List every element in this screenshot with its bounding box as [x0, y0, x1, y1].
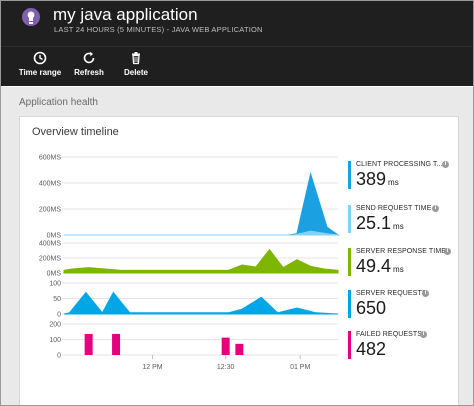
overview-timeline-chart: 600MS400MS200MS0MS400MS200MS0MS100500200…: [39, 155, 340, 371]
metric-color-bar: [348, 248, 351, 276]
refresh-button[interactable]: Refresh: [71, 47, 107, 87]
metric-color-bar: [348, 161, 351, 189]
section-title: Application health: [19, 97, 98, 108]
metric-label: SERVER REQUESTS: [356, 290, 427, 297]
metric-value: 650: [356, 298, 387, 318]
y-tick-label: 100: [49, 337, 61, 344]
x-tick-label: 01 PM: [290, 364, 310, 371]
metric-value: 482: [356, 339, 387, 359]
time-range-button[interactable]: Time range: [17, 47, 63, 87]
x-tick-label: 12:30: [217, 364, 235, 371]
application-health-section: Application health Overview timeline 600…: [1, 87, 473, 405]
refresh-icon: [83, 51, 95, 64]
app-title: my java application: [53, 5, 198, 24]
y-tick-label: 200MS: [39, 207, 62, 214]
metric-label: SEND REQUEST TIME: [356, 205, 432, 212]
time-range-label: Time range: [18, 68, 62, 77]
metric-color-bar: [348, 205, 351, 233]
y-tick-label: 0MS: [47, 233, 62, 240]
series-area: [64, 230, 339, 236]
metric-color-bar: [348, 290, 351, 318]
info-icon: i: [432, 205, 439, 212]
metric-color-bar: [348, 331, 351, 359]
series-area: [63, 248, 339, 274]
metric-value: 389 ms: [356, 169, 399, 189]
y-tick-label: 0: [57, 353, 61, 360]
clock-icon: [33, 51, 47, 65]
y-tick-label: 200: [49, 322, 61, 329]
lightbulb-icon: [22, 8, 40, 26]
metric-label: FAILED REQUESTS: [356, 331, 423, 338]
bar: [221, 337, 230, 355]
series-area: [63, 291, 339, 315]
toolbar: Time range Refresh Delete: [1, 46, 473, 86]
metric-value: 25.1 ms: [356, 213, 404, 233]
metric-label: CLIENT PROCESSING T...: [356, 161, 443, 168]
header: my java application LAST 24 HOURS (5 MIN…: [1, 1, 473, 46]
bar: [235, 343, 244, 355]
trash-icon: [132, 52, 140, 65]
y-tick-label: 0MS: [47, 271, 62, 278]
metric-label: SERVER RESPONSE TIME: [356, 248, 447, 255]
delete-button[interactable]: Delete: [119, 47, 153, 87]
info-icon: i: [442, 161, 449, 168]
y-tick-label: 200MS: [39, 256, 62, 263]
y-tick-label: 400MS: [39, 241, 62, 248]
y-tick-label: 100: [49, 281, 61, 288]
y-tick-label: 50: [53, 296, 61, 303]
app-subtitle: LAST 24 HOURS (5 MINUTES) - JAVA WEB APP…: [54, 25, 263, 34]
y-tick-label: 400MS: [39, 181, 62, 188]
delete-label: Delete: [123, 68, 148, 77]
bar: [112, 333, 121, 355]
info-icon: i: [422, 290, 429, 297]
refresh-label: Refresh: [74, 68, 104, 77]
info-icon: i: [444, 248, 451, 255]
y-tick-label: 0: [57, 312, 61, 319]
x-tick-label: 12 PM: [142, 364, 162, 371]
metric-value: 49.4 ms: [356, 256, 404, 276]
y-tick-label: 600MS: [39, 155, 62, 162]
tile-title: Overview timeline: [32, 126, 119, 138]
overview-timeline-tile[interactable]: Overview timeline 600MS 400MS 200MS 0MS 400M…: [19, 116, 459, 405]
bar: [84, 333, 93, 355]
info-icon: i: [420, 331, 427, 338]
